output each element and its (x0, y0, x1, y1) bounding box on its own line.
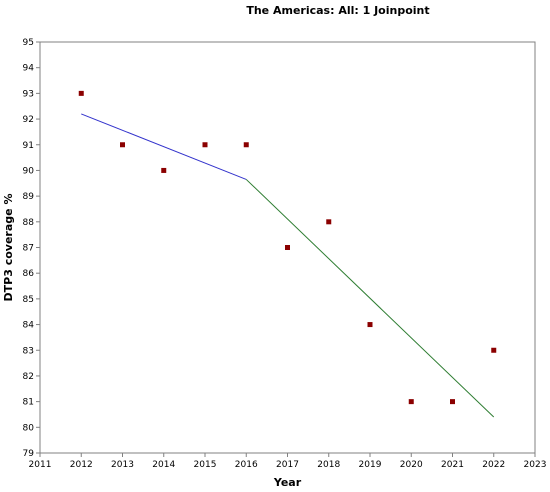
y-tick-label: 87 (23, 244, 34, 254)
y-axis-label: DTP3 coverage % (2, 194, 15, 302)
data-point (491, 347, 497, 353)
y-tick-label: 80 (23, 423, 35, 433)
y-tick-label: 95 (23, 38, 34, 48)
data-point (285, 245, 290, 250)
y-axis: 79 80 81 82 83 84 85 86 87 88 89 90 91 92 93 94 95 (23, 38, 40, 459)
trend-segment (245, 179, 495, 418)
data-point (78, 90, 84, 96)
y-tick-label: 90 (23, 166, 35, 176)
x-tick-label: 2018 (317, 460, 340, 470)
x-tick-label: 2014 (152, 460, 175, 470)
y-tick-label: 89 (23, 192, 35, 202)
y-tick-label: 94 (23, 64, 35, 74)
data-point (243, 142, 249, 148)
x-tick-label: 2023 (524, 460, 547, 470)
y-tick-label: 93 (23, 89, 34, 99)
data-point (161, 167, 167, 173)
data-point (202, 142, 208, 148)
y-tick-label: 88 (23, 218, 35, 228)
y-tick-label: 83 (23, 346, 34, 356)
x-tick-label: 2015 (194, 460, 217, 470)
y-tick-label: 86 (23, 269, 35, 279)
x-tick-label: 2020 (400, 460, 423, 470)
fitted-trend-lines (81, 113, 495, 418)
y-tick-label: 82 (23, 372, 34, 382)
data-point (367, 322, 373, 328)
y-tick-label: 91 (23, 141, 34, 151)
x-tick-label: 2016 (235, 460, 258, 470)
data-point (326, 219, 332, 225)
x-tick-label: 2012 (70, 460, 93, 470)
y-tick-label: 85 (23, 295, 34, 305)
data-point (120, 142, 125, 148)
x-axis-label: Year (273, 476, 302, 489)
x-tick-label: 2021 (441, 460, 464, 470)
data-point (450, 399, 455, 405)
x-tick-label: 2017 (276, 460, 299, 470)
y-tick-label: 84 (23, 321, 35, 331)
chart-title: The Americas: All: 1 Joinpoint (246, 4, 429, 17)
x-tick-label: 2013 (111, 460, 134, 470)
y-tick-label: 92 (23, 115, 34, 125)
y-tick-label: 81 (23, 398, 34, 408)
observed-points (78, 90, 497, 405)
trend-segment (81, 113, 247, 180)
data-point (408, 399, 414, 405)
y-tick-label: 79 (23, 449, 35, 459)
x-tick-label: 2022 (482, 460, 505, 470)
x-tick-label: 2019 (359, 460, 382, 470)
x-axis: 2011 2012 2013 2014 2015 2016 2017 2018 2019 2020… (29, 453, 547, 470)
x-tick-label: 2011 (29, 460, 52, 470)
